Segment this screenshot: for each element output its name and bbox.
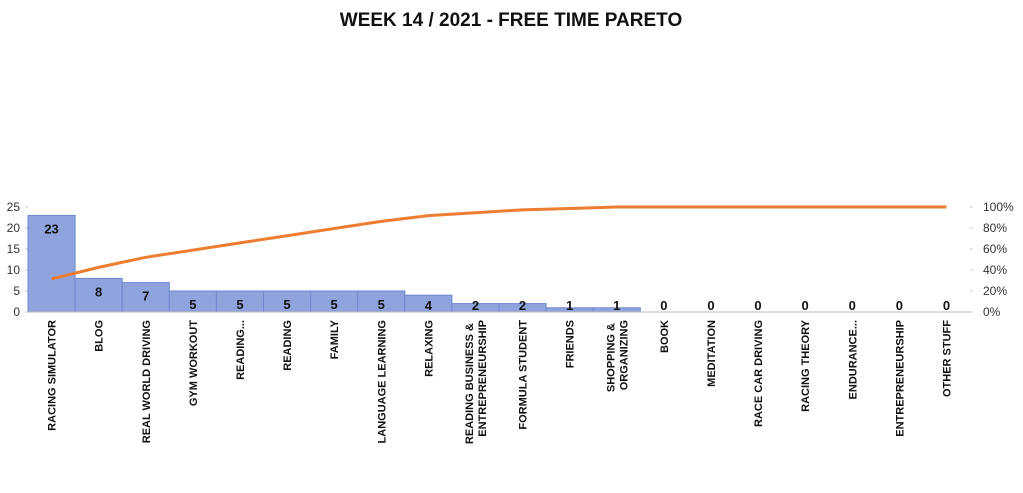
cumulative-line (51, 205, 947, 281)
x-tick-label: FRIENDS (565, 320, 577, 368)
x-tick-label: ENTREPRENEURSHIP (894, 320, 906, 437)
value-label: 5 (236, 297, 243, 312)
value-label: 2 (472, 298, 479, 313)
x-tick-label: RACING THEORY (800, 319, 812, 412)
y2-tick-label: 0% (983, 305, 1001, 319)
x-tick-label: READING... (235, 320, 247, 380)
x-tick-label: GYM WORKOUT (188, 320, 200, 406)
value-label: 8 (95, 284, 102, 299)
value-label: 23 (44, 221, 58, 236)
x-tick-label: SHOPPING & ORGANIZING (605, 320, 630, 392)
x-tick-label: RACING SIMULATOR (47, 320, 59, 431)
value-label: 5 (189, 297, 196, 312)
value-label: 1 (566, 298, 573, 313)
value-label: 7 (142, 289, 149, 304)
x-tick-label: BLOG (94, 320, 106, 352)
y-tick-label: 5 (13, 284, 20, 298)
x-tick-label: OTHER STUFF (941, 320, 953, 397)
value-label: 5 (283, 297, 290, 312)
bar (74, 277, 123, 313)
x-tick-label: RACE CAR DRIVING (753, 320, 765, 427)
chart-title: WEEK 14 / 2021 - FREE TIME PARETO (340, 10, 682, 31)
value-label: 1 (613, 298, 620, 313)
bar (27, 214, 76, 313)
x-tick-label: REAL WORLD DRIVING (141, 320, 153, 443)
value-label: 2 (519, 298, 526, 313)
value-label: 5 (331, 297, 338, 312)
y2-tick-label: 40% (983, 263, 1007, 277)
x-tick-label: READING BUSINESS & ENTREPRENEURSHIP (464, 320, 489, 444)
y-tick-label: 25 (7, 200, 21, 214)
x-tick-label: READING (282, 320, 294, 371)
value-label: 0 (660, 298, 667, 313)
x-tick-label: LANGUAGE LEARNING (376, 320, 388, 443)
x-tick-label: FAMILY (329, 319, 341, 359)
y2-tick-label: 100% (983, 200, 1014, 214)
value-label: 0 (754, 298, 761, 313)
value-label: 0 (849, 298, 856, 313)
y2-tick-label: 80% (983, 221, 1007, 235)
y-tick-label: 0 (13, 305, 20, 319)
y-tick-label: 20 (7, 221, 21, 235)
y2-tick-label: 60% (983, 242, 1007, 256)
x-tick-label: ENDURANCE... (847, 320, 859, 399)
x-tick-label: RELAXING (423, 320, 435, 377)
x-tick-label: MEDITATION (706, 320, 718, 387)
y-tick-label: 15 (7, 242, 21, 256)
value-label: 0 (707, 298, 714, 313)
value-label: 0 (896, 298, 903, 313)
value-label: 0 (943, 298, 950, 313)
value-label: 0 (802, 298, 809, 313)
value-label: 4 (425, 298, 433, 313)
x-tick-label: FORMULA STUDENT (518, 320, 530, 430)
y-tick-label: 10 (7, 263, 21, 277)
y2-tick-label: 20% (983, 284, 1007, 298)
x-tick-label: BOOK (659, 320, 671, 353)
value-label: 5 (378, 297, 385, 312)
